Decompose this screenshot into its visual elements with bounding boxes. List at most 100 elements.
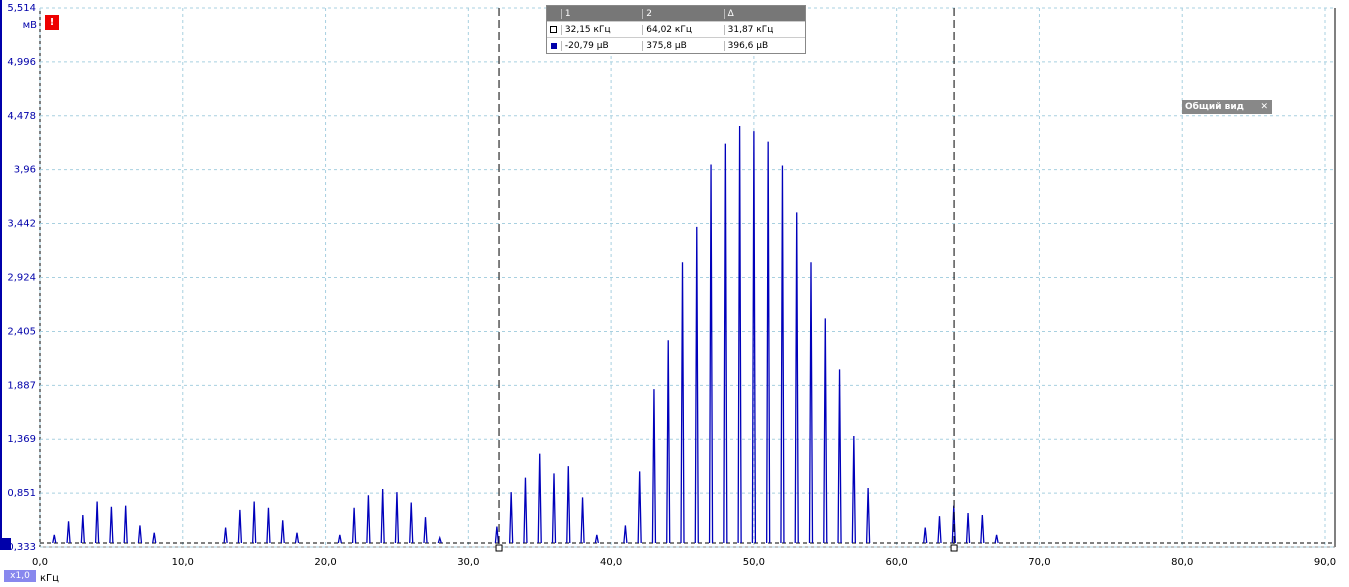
y-tick-label: 1,369	[7, 434, 36, 445]
spectrum-peak	[580, 497, 585, 544]
spectrum-peak	[94, 501, 100, 544]
spectrum-peak	[237, 509, 243, 544]
spectrum-peak	[137, 525, 143, 544]
x-tick-label: 60,0	[886, 557, 908, 568]
spectrum-peak	[152, 532, 157, 544]
cursor-table: 1 2 Δ 32,15 кГц 64,02 кГц 31,87 кГц -20,…	[546, 5, 806, 54]
spectrum-peak	[409, 502, 414, 544]
y-tick-label: 4,478	[7, 111, 36, 122]
spectrum-peak	[865, 487, 871, 544]
spectrum-peak	[651, 389, 657, 544]
spectrum-peak	[523, 477, 528, 544]
spectrum-peak	[937, 516, 942, 544]
spectrum-peak	[380, 489, 385, 544]
y-tick-label: 2,924	[7, 272, 36, 283]
spectrum-peak	[280, 520, 285, 544]
x-tick-label: 80,0	[1171, 557, 1193, 568]
x-tick-label: 20,0	[314, 557, 336, 568]
header-cell: 1	[560, 8, 642, 19]
spectrum-peak	[623, 525, 628, 544]
spectrum-peak	[394, 492, 400, 544]
y-tick-label: 0,851	[7, 488, 36, 499]
y-tick-label: 0,333	[7, 542, 36, 553]
spectrum-peak	[780, 165, 785, 544]
y-tick-label: 3,96	[14, 165, 36, 176]
spectrum-peak	[337, 534, 342, 544]
y-tick-label: 2,405	[7, 326, 36, 337]
spectrum-peak	[494, 526, 500, 544]
cursor-handle	[495, 544, 503, 552]
header-cell: 2	[642, 8, 723, 19]
spectrum-peak	[723, 143, 728, 544]
y-tick-label: 5,514	[7, 3, 36, 14]
spectrum-peak	[437, 535, 442, 544]
spectrum-peak	[837, 369, 842, 544]
x-tick-label: 90,0	[1314, 557, 1336, 568]
spectrum-peak	[423, 517, 428, 544]
cell: 32,15 кГц	[560, 24, 642, 35]
y-unit: мВ	[23, 20, 38, 31]
x-tick-label: 70,0	[1028, 557, 1050, 568]
spectrum-peak	[794, 212, 799, 544]
spectrum-peak	[509, 492, 514, 544]
spectrum-peak	[766, 141, 771, 544]
zoom-badge: x1,0	[4, 570, 36, 582]
spectrum-peak	[52, 534, 57, 544]
spectrum-peak	[266, 507, 271, 544]
cursor-row: -20,79 µВ 375,8 µВ 396,6 µВ	[547, 37, 805, 53]
spectrum-peak	[965, 512, 971, 544]
spectrum-peak	[594, 534, 599, 544]
spectrum-peak	[708, 164, 714, 544]
cell: 375,8 µВ	[642, 40, 723, 51]
spectrum-peak	[109, 506, 114, 544]
spectrum-peak	[223, 527, 228, 544]
warning-icon[interactable]: !	[45, 15, 59, 30]
cell: 64,02 кГц	[642, 24, 723, 35]
y-tick-label: 4,996	[7, 57, 36, 68]
close[interactable]: ✕	[1260, 102, 1268, 112]
spectrum-peak	[823, 318, 828, 544]
x-tick-label: 30,0	[457, 557, 479, 568]
spectrum-peak	[751, 131, 757, 544]
spectrum-peak	[366, 495, 371, 544]
spectrum-peak	[80, 515, 85, 544]
x-tick-label: 50,0	[743, 557, 765, 568]
spectrum-peak	[980, 515, 985, 544]
spectrum-peak	[123, 505, 128, 544]
cell: -20,79 µВ	[560, 40, 642, 51]
cursor-row: 32,15 кГц 64,02 кГц 31,87 кГц	[547, 21, 805, 37]
channel-marker	[1, 538, 11, 550]
spectrum-peak	[566, 466, 571, 544]
spectrum-peak	[994, 534, 999, 544]
y-tick-label: 3,442	[7, 219, 36, 230]
header-cell: Δ	[723, 8, 805, 19]
x-axis-label: кГц	[40, 573, 59, 584]
x-tick-label: 40,0	[600, 557, 622, 568]
spectrum-peak	[808, 262, 814, 544]
cell: 396,6 µВ	[723, 40, 805, 51]
x-tick-label: 10,0	[172, 557, 194, 568]
cursor-handle	[950, 544, 958, 552]
spectrum-peak	[680, 262, 685, 544]
spectrum-peak	[252, 501, 257, 544]
overview-label: Общий вид	[1185, 102, 1244, 112]
spectrum-peak	[666, 340, 671, 544]
spectrum-peak	[851, 435, 856, 544]
spectrum-peak	[637, 471, 642, 544]
spectrum-peak	[737, 125, 742, 544]
overview-button[interactable]: Общий вид ✕	[1182, 100, 1272, 114]
y-tick-label: 1,887	[7, 380, 36, 391]
cursor-table-header: 1 2 Δ	[547, 6, 805, 21]
cell: 31,87 кГц	[723, 24, 805, 35]
spectrum-peak	[923, 527, 928, 544]
spectrum-peak	[694, 226, 699, 544]
x-tick-label: 0,0	[32, 557, 48, 568]
spectrum-peak	[537, 453, 542, 544]
spectrum-peak	[551, 473, 557, 544]
spectrum-peak	[351, 507, 357, 544]
spectrum-peak	[294, 532, 300, 544]
spectrum-peak	[66, 521, 71, 544]
